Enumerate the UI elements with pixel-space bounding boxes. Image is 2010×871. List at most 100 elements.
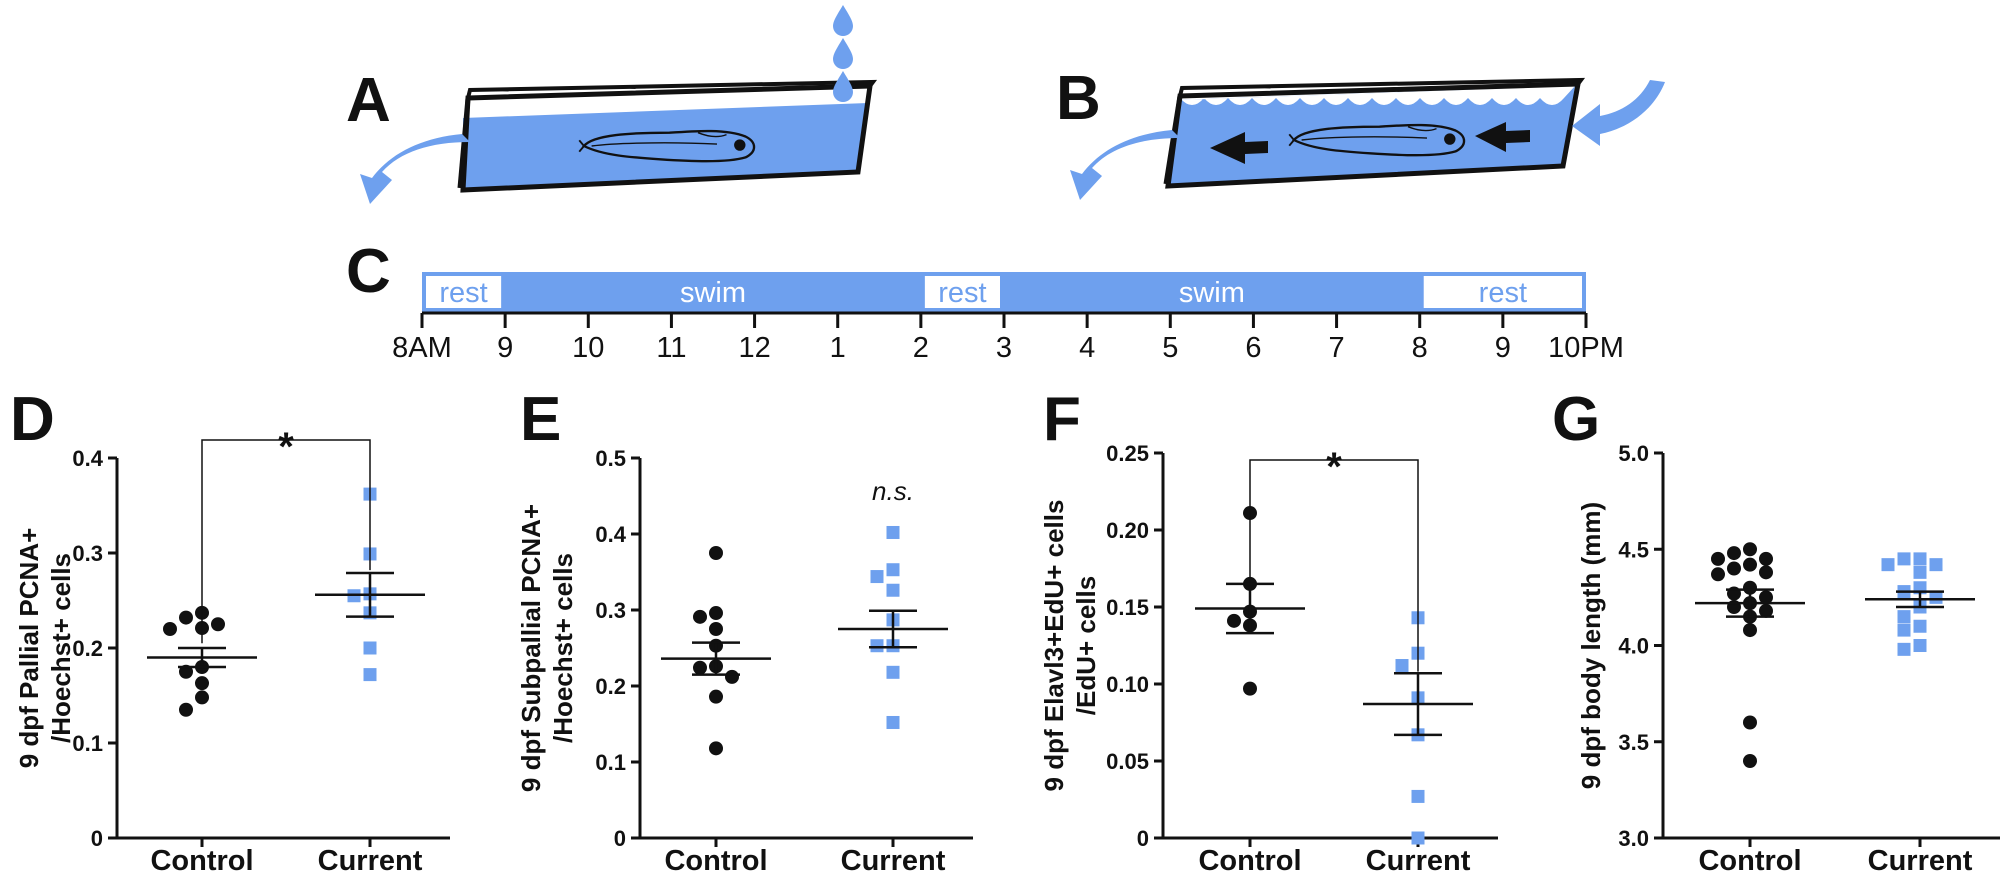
timeline-tick-label: 12 (738, 332, 770, 364)
data-point (886, 583, 900, 597)
panel-label: E (520, 385, 561, 454)
timeline-segment-label: swim (1179, 277, 1245, 309)
timeline-tick-label: 9 (497, 332, 513, 364)
y-tick-label: 0.25 (1106, 441, 1149, 466)
data-point (1395, 659, 1409, 673)
timeline-tick-label: 4 (1079, 332, 1095, 364)
timeline-tick-label: 10 (572, 332, 604, 364)
data-point (1743, 715, 1757, 730)
timeline-segment-label: rest (1479, 277, 1527, 309)
flow-arrow-icon (1475, 122, 1530, 152)
inflow-arrow-icon-b (1572, 80, 1665, 146)
data-point (1759, 565, 1773, 580)
timeline-tick-label: 7 (1329, 332, 1345, 364)
significance-bracket (201, 439, 371, 644)
data-point (1411, 789, 1425, 803)
timeline-tick-label: 9 (1495, 332, 1511, 364)
category-label: Control (1698, 845, 1801, 871)
series-current (1865, 552, 1975, 656)
series-control (661, 546, 771, 756)
data-point (1411, 831, 1425, 845)
data-point (693, 609, 707, 624)
significance-bracket (1249, 459, 1419, 672)
data-point (870, 639, 884, 653)
panel-label: D (10, 385, 55, 454)
data-point (709, 546, 723, 560)
data-point (195, 690, 209, 705)
y-tick-label: 0.10 (1106, 672, 1149, 697)
y-tick-label: 0.1 (72, 731, 103, 756)
data-point (1243, 681, 1257, 696)
timeline-rest-block (924, 276, 1000, 308)
panel-label-b: B (1056, 64, 1101, 133)
data-point (709, 741, 723, 756)
data-point (1929, 590, 1943, 604)
data-point (709, 606, 723, 621)
data-point (179, 702, 193, 717)
data-point (1743, 557, 1757, 572)
timeline-tick-label: 3 (996, 332, 1012, 364)
timeline-segment-label: swim (680, 277, 746, 309)
significance-marker: * (1326, 445, 1342, 489)
chart-panel-f: F 0 0.05 0.10 0.15 0.20 0.25 Control Current 9 dp… (1039, 385, 1498, 871)
data-point (725, 669, 739, 684)
y-tick-label: 0.4 (72, 446, 103, 471)
data-point (709, 622, 723, 636)
data-point (1897, 623, 1911, 637)
data-point (1881, 558, 1895, 572)
category-label: Current (318, 845, 423, 871)
y-tick-label: 0.5 (595, 446, 626, 471)
significance-marker: n.s. (872, 476, 914, 506)
data-point (1913, 619, 1927, 633)
y-tick-label: 4.5 (1618, 537, 1649, 562)
timeline-rest-block (426, 276, 502, 308)
timeline-tick-label: 1 (830, 332, 846, 364)
timeline-tick-label: 2 (913, 332, 929, 364)
data-point (163, 622, 177, 636)
timeline-tick-label: 6 (1245, 332, 1261, 364)
y-tick-label: 0.3 (72, 541, 103, 566)
series-control (1195, 506, 1305, 696)
data-point (1743, 754, 1757, 768)
data-point (363, 641, 377, 655)
scatter-panels: D 0 0.1 0.2 0.3 0.4 Control Current 9 dpf Pallia… (10, 385, 2000, 871)
data-point (1913, 639, 1927, 652)
timeline-tick-label: 11 (656, 332, 686, 364)
data-point (1711, 567, 1725, 582)
timeline-outer (422, 272, 1586, 312)
outflow-arrow-icon-a (360, 134, 470, 204)
data-point (709, 689, 723, 704)
data-point (1743, 623, 1757, 638)
data-point (886, 665, 900, 679)
category-label: Current (1868, 845, 1973, 871)
water-drop-icon (833, 71, 853, 102)
data-point (1929, 558, 1943, 572)
chart-panel-g: G 3.0 3.5 4.0 4.5 5.0 Control Current 9 dpf body… (1552, 385, 2000, 871)
data-point (1727, 546, 1741, 561)
y-tick-label: 0.3 (595, 598, 626, 623)
category-label: Control (664, 845, 767, 871)
panel-label: G (1552, 385, 1600, 454)
data-point (1743, 542, 1757, 557)
chart-panel-d: D 0 0.1 0.2 0.3 0.4 Control Current 9 dpf Pallia… (10, 385, 450, 871)
series-current (315, 487, 425, 682)
y-axis-label: /Hoechst+ cells (548, 553, 578, 743)
category-label: Control (1198, 845, 1301, 871)
category-label: Current (841, 845, 946, 871)
water-drop-icon (833, 38, 853, 69)
category-label: Current (1366, 845, 1471, 871)
y-axis-label: /EdU+ cells (1071, 576, 1101, 715)
panel-b-illustration: B (1056, 64, 1665, 200)
data-point (1897, 552, 1911, 566)
data-point (1913, 552, 1927, 566)
data-point (886, 563, 900, 577)
y-tick-label: 0.2 (72, 636, 103, 661)
series-current (1363, 611, 1473, 845)
y-tick-label: 3.0 (1618, 826, 1649, 851)
y-axis-label: /Hoechst+ cells (46, 553, 76, 743)
y-tick-label: 0.4 (595, 522, 626, 547)
flow-arrow-icon (1210, 132, 1268, 164)
timeline-tick-label: 8AM (392, 332, 452, 364)
y-axis-label: 9 dpf Pallial PCNA+ (14, 528, 44, 769)
